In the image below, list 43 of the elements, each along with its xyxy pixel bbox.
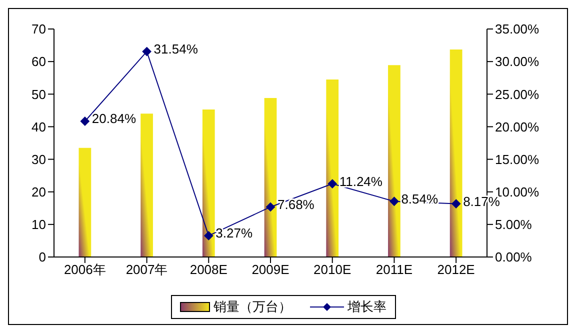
x-tick-label: 2009E — [252, 262, 290, 278]
y-tick-label: 40 — [32, 119, 46, 134]
y-tick-label: 60 — [32, 54, 46, 70]
x-tick-label: 2011E — [376, 262, 413, 278]
point — [142, 47, 152, 56]
y2-tick-label: 25.00% — [495, 86, 540, 102]
x-tick-label: 2007年 — [126, 262, 168, 278]
data-label: 20.84% — [92, 111, 136, 126]
data-label: 7.68% — [278, 196, 315, 212]
y2-tick-label: 15.00% — [495, 152, 540, 167]
bar — [450, 50, 462, 257]
point — [204, 231, 214, 240]
legend-label: 增长率 — [348, 299, 386, 316]
bar — [326, 79, 339, 257]
bar — [202, 109, 215, 257]
y2-tick-label: 0.00% — [495, 250, 532, 265]
point — [266, 202, 275, 212]
x-tick-label: 2006年 — [64, 262, 106, 278]
y2-tick-label: 5.00% — [495, 217, 532, 232]
data-label: 3.27% — [216, 226, 253, 241]
legend-label: 销量（万台） — [214, 299, 292, 316]
bar — [264, 98, 277, 257]
y-tick-label: 50 — [32, 86, 46, 102]
x-tick-label: 2012E — [437, 262, 476, 278]
point — [328, 179, 337, 188]
x-tick-label: 2010E — [314, 262, 352, 278]
bar — [140, 114, 153, 257]
y-tick-label: 70 — [32, 22, 46, 37]
bar — [388, 65, 400, 257]
y2-tick-label: 35.00% — [495, 22, 540, 37]
y-tick-label: 20 — [32, 184, 46, 200]
data-label: 11.24% — [339, 174, 383, 189]
y-tick-label: 30 — [32, 152, 46, 167]
data-label: 31.54% — [154, 42, 198, 57]
y2-tick-label: 20.00% — [495, 119, 540, 134]
point — [452, 199, 461, 208]
x-tick-label: 2008E — [190, 262, 228, 278]
point — [80, 116, 90, 126]
y2-tick-label: 30.00% — [495, 54, 540, 70]
y-tick-label: 0 — [38, 250, 46, 265]
y-tick-label: 10 — [32, 217, 46, 232]
bar — [78, 148, 92, 257]
point — [390, 196, 399, 206]
